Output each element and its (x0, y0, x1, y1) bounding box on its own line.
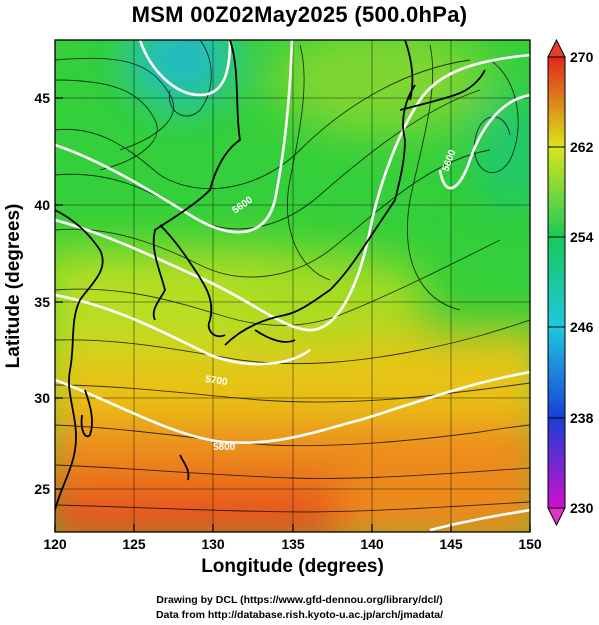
temperature-field (55, 40, 530, 532)
axis-ticks (54, 97, 531, 532)
colorbar-tick-labels: 270 262 254 246 238 230 (570, 49, 594, 516)
colorbar-tick-label: 230 (570, 500, 594, 516)
x-tick-label: 145 (439, 536, 463, 552)
grid-lines (55, 40, 530, 532)
colorbar-tick-label: 262 (570, 139, 594, 155)
y-tick-label: 45 (34, 90, 50, 106)
wind-streamlines (55, 40, 530, 513)
x-tick-label: 120 (43, 536, 67, 552)
data-credit: Data from http://database.rish.kyoto-u.a… (155, 609, 444, 621)
x-tick-label: 150 (518, 536, 542, 552)
x-tick-labels: 120 125 130 135 140 145 150 (43, 536, 542, 552)
colorbar-min-arrow (547, 507, 566, 527)
y-tick-label: 30 (34, 390, 50, 406)
coastlines (55, 40, 486, 511)
y-tick-labels: 25 30 35 40 45 (34, 90, 50, 497)
y-tick-label: 35 (34, 294, 50, 310)
x-tick-label: 125 (122, 536, 146, 552)
contour-label: 5800 (213, 442, 236, 453)
colorbar-tick-label: 254 (570, 229, 594, 245)
colorbar (547, 38, 566, 527)
x-axis-label: Longitude (degrees) (201, 556, 384, 577)
x-tick-label: 135 (281, 536, 305, 552)
height-contours (55, 40, 530, 532)
y-tick-label: 40 (34, 197, 50, 213)
y-axis-label: Latitude (degrees) (3, 203, 24, 369)
chart-title: MSM 00Z02May2025 (500.0hPa) (131, 2, 468, 27)
colorbar-tick-label: 238 (570, 410, 594, 426)
colorbar-max-arrow (547, 38, 566, 58)
contour-label: 5700 (205, 374, 229, 388)
colorbar-tick-label: 270 (570, 49, 594, 65)
x-tick-label: 140 (360, 536, 384, 552)
colorbar-tick-label: 246 (570, 319, 594, 335)
y-tick-label: 25 (34, 481, 50, 497)
x-tick-label: 130 (201, 536, 225, 552)
drawing-credit: Drawing by DCL (https://www.gfd-dennou.o… (156, 594, 443, 606)
